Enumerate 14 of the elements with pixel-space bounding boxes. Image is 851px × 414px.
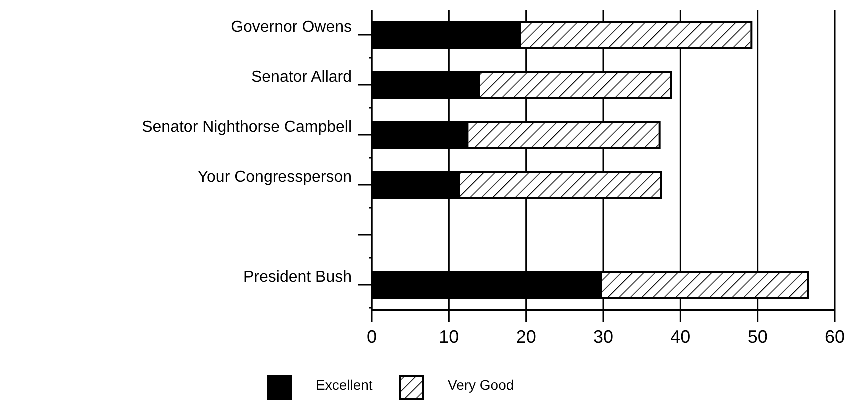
- x-tick-label: 60: [824, 327, 846, 347]
- x-tick-label: 0: [366, 327, 378, 347]
- x-tick-label: 30: [593, 327, 614, 347]
- legend-label: Very Good: [448, 377, 514, 393]
- y-tick-label: Governor Owens: [231, 19, 352, 36]
- x-tick-label: 40: [670, 327, 691, 347]
- y-tick-label: Senator Nighthorse Campbell: [142, 119, 352, 136]
- legend-label: Excellent: [316, 377, 373, 393]
- y-tick-label: Your Congressperson: [198, 169, 352, 186]
- y-tick-label: Senator Allard: [251, 69, 352, 86]
- x-tick-label: 50: [748, 327, 768, 347]
- x-tick-label: 10: [439, 327, 460, 347]
- x-tick-label: 20: [516, 327, 536, 347]
- y-tick-label: President Bush: [243, 269, 352, 286]
